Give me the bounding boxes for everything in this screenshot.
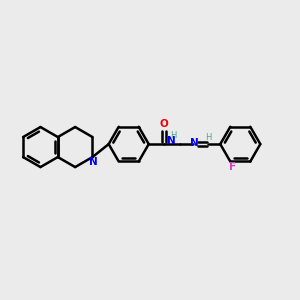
Text: N: N bbox=[190, 138, 198, 148]
Text: H: H bbox=[206, 133, 212, 142]
Text: H: H bbox=[170, 131, 177, 140]
Text: N: N bbox=[167, 136, 176, 146]
Text: O: O bbox=[159, 119, 168, 129]
Text: N: N bbox=[89, 157, 98, 167]
Text: F: F bbox=[229, 162, 236, 172]
